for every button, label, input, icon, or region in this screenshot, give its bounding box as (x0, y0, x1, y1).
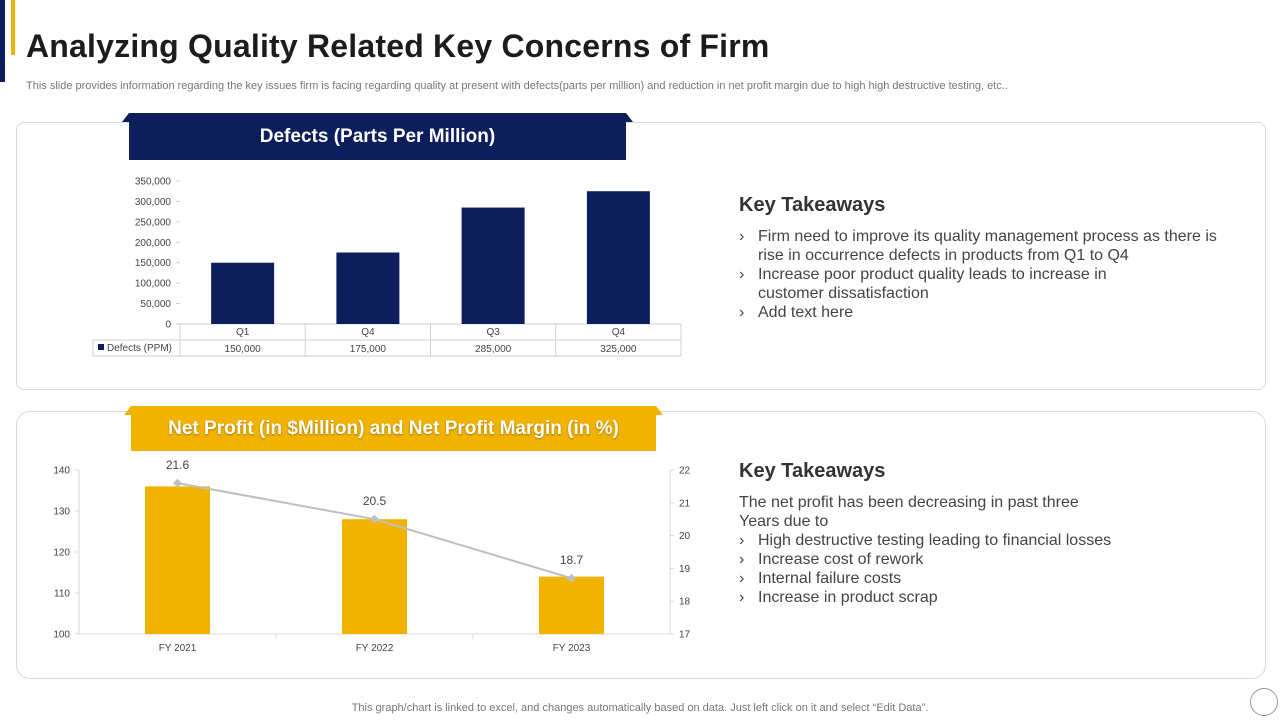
banner-fold-right (626, 113, 633, 122)
takeaways-intro: The net profit has been decreasing in pa… (739, 494, 1079, 530)
line-point-marker (370, 514, 379, 524)
x-tick-label: Q1 (236, 327, 250, 338)
takeaway-text: High destructive testing leading to fina… (758, 532, 1112, 549)
x-tick-label: Q4 (361, 327, 375, 338)
table-value: 285,000 (475, 344, 512, 355)
x-tick-label: FY 2023 (553, 643, 591, 654)
chevron-right-icon: › (739, 228, 745, 245)
chevron-right-icon: › (739, 570, 745, 587)
y-tick-label: 0 (165, 320, 171, 331)
slide-nav-button[interactable] (1250, 688, 1278, 716)
data-label: 21.6 (166, 458, 190, 472)
y-tick-label: 150,000 (135, 258, 172, 269)
x-tick-label: FY 2022 (356, 643, 394, 654)
y-tick-label: 50,000 (140, 299, 171, 310)
takeaway-item: › Add text here (739, 303, 1229, 322)
accent-bar-navy (0, 0, 5, 82)
bar (336, 252, 400, 324)
bar (586, 191, 650, 324)
banner-fold-right (656, 406, 663, 415)
bar (342, 519, 407, 634)
footer-note: This graph/chart is linked to excel, and… (351, 702, 929, 714)
table-value: 325,000 (600, 344, 637, 355)
chevron-right-icon: › (739, 532, 745, 549)
takeaway-item: › Increase poor product quality leads to … (739, 265, 1229, 303)
y-tick-label-right: 22 (679, 466, 691, 477)
y-tick-label-right: 17 (679, 630, 691, 641)
takeaways-heading: Key Takeaways (739, 460, 886, 482)
table-value: 150,000 (225, 344, 262, 355)
takeaways-list: › High destructive testing leading to fin… (739, 531, 1159, 607)
net-profit-banner: Net Profit (in $Million) and Net Profit … (131, 406, 656, 451)
takeaways-heading: Key Takeaways (739, 194, 886, 216)
y-tick-label: 120 (53, 548, 70, 559)
bar (461, 207, 525, 324)
y-tick-label: 110 (54, 589, 70, 600)
y-tick-label: 130 (53, 507, 70, 518)
takeaway-text: Increase poor product quality leads to i… (758, 266, 1107, 302)
line-point-marker (567, 573, 576, 583)
y-tick-label-right: 18 (679, 597, 691, 608)
accent-bar-gold (11, 0, 15, 55)
x-tick-label: Q4 (612, 327, 626, 338)
y-tick-label-right: 21 (679, 498, 691, 509)
bar (539, 576, 604, 634)
y-tick-label: 140 (53, 466, 70, 477)
takeaway-item: › Increase in product scrap (739, 588, 1159, 607)
page-title: Analyzing Quality Related Key Concerns o… (26, 28, 770, 64)
y-tick-label-right: 19 (679, 564, 691, 575)
legend-label: Defects (PPM) (107, 343, 172, 354)
y-tick-label: 350,000 (135, 177, 172, 188)
bar (211, 262, 275, 324)
line-point-marker (173, 478, 182, 488)
key-takeaways-defects: Key Takeaways › Firm need to improve its … (739, 194, 1229, 322)
data-label: 18.7 (560, 553, 584, 567)
legend-swatch (98, 344, 104, 350)
bar (145, 486, 210, 634)
takeaway-text: Firm need to improve its quality managem… (758, 228, 1217, 264)
takeaways-list: › Firm need to improve its quality manage… (739, 227, 1229, 322)
takeaway-item: › Increase cost of rework (739, 550, 1159, 569)
chevron-right-icon: › (739, 266, 745, 283)
y-tick-label: 300,000 (135, 197, 172, 208)
x-tick-label: FY 2021 (159, 643, 197, 654)
banner-fold-left (124, 406, 131, 415)
takeaway-text: Add text here (758, 304, 854, 321)
takeaway-item: › Firm need to improve its quality manage… (739, 227, 1229, 265)
y-tick-label-right: 20 (679, 531, 691, 542)
banner-fold-left (122, 113, 129, 122)
takeaway-text: Internal failure costs (758, 570, 902, 587)
key-takeaways-net-profit: Key Takeaways The net profit has been de… (739, 460, 1159, 607)
x-tick-label: Q3 (486, 327, 500, 338)
takeaway-text: Increase cost of rework (758, 551, 924, 568)
data-label: 20.5 (363, 494, 387, 508)
y-tick-label: 250,000 (135, 217, 172, 228)
table-value: 175,000 (350, 344, 387, 355)
y-tick-label: 100,000 (135, 279, 172, 290)
takeaway-item: › High destructive testing leading to fin… (739, 531, 1159, 550)
takeaway-item: › Internal failure costs (739, 569, 1159, 588)
takeaway-text: Increase in product scrap (758, 589, 938, 606)
defects-banner: Defects (Parts Per Million) (129, 113, 626, 160)
page-subtitle: This slide provides information regardin… (26, 80, 1008, 92)
chevron-right-icon: › (739, 551, 745, 568)
y-tick-label: 100 (53, 630, 70, 641)
chevron-right-icon: › (739, 304, 745, 321)
chevron-right-icon: › (739, 589, 745, 606)
y-tick-label: 200,000 (135, 238, 172, 249)
